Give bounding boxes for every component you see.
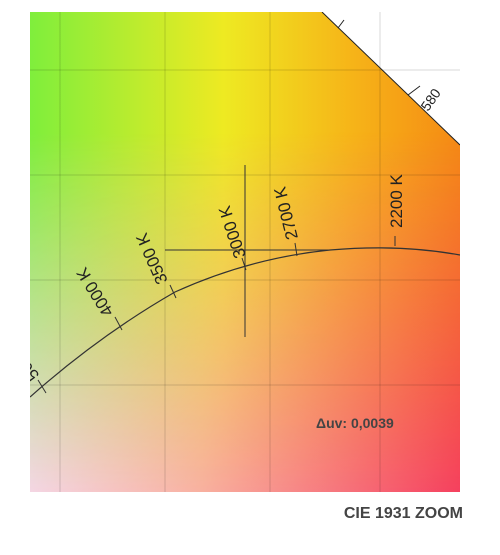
wavelength-tick <box>407 85 421 96</box>
planckian-locus <box>30 247 460 398</box>
cct-ticks <box>37 236 396 394</box>
cct-tick <box>294 242 298 257</box>
cct-tick <box>114 316 123 331</box>
cct-label: 2200 K <box>387 173 406 228</box>
cct-tick <box>241 257 247 271</box>
plot-area: 580 2200 K 2700 K 3000 K 3500 K 4000 K 5… <box>30 12 460 492</box>
cct-tick <box>37 379 47 394</box>
wavelength-tick <box>337 19 345 29</box>
delta-uv: Δuv: 0,0039 <box>316 415 394 431</box>
title: CIE 1931 ZOOM <box>344 505 463 522</box>
cct-tick <box>169 284 177 299</box>
spectral-locus <box>321 12 460 146</box>
